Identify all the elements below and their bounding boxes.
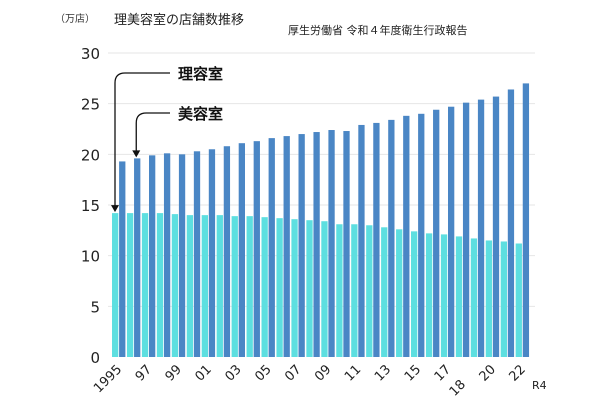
bar-barber-2000 [186, 215, 194, 357]
bar-beauty-2004 [253, 141, 260, 357]
x-tick-label: 13 [372, 362, 394, 384]
x-tick-label: 1995 [91, 362, 125, 396]
x-tick-label: 99 [163, 362, 185, 384]
y-tick-label: 25 [81, 96, 100, 114]
bar-barber-2014 [396, 229, 403, 357]
x-tick-label: 05 [252, 362, 274, 384]
bar-barber-2017 [440, 234, 448, 357]
bar-barber-2015 [411, 231, 418, 357]
bar-barber-2009 [321, 221, 328, 357]
bar-barber-2006 [276, 218, 283, 357]
bar-barber-2003 [231, 216, 238, 357]
bar-beauty-2003 [238, 143, 245, 357]
bar-barber-1998 [156, 213, 164, 357]
bar-barber-2013 [381, 227, 388, 357]
bar-beauty-2007 [298, 134, 305, 357]
x-tick-label: 01 [193, 362, 215, 384]
y-tick-label: 20 [81, 146, 100, 164]
bar-beauty-2016 [433, 109, 440, 357]
bar-barber-1996 [126, 213, 134, 357]
bar-beauty-2010 [343, 131, 350, 357]
bar-beauty-1997 [149, 155, 156, 357]
x-tick-label: 20 [477, 362, 499, 384]
x-tick-label: 03 [222, 362, 244, 384]
bar-barber-2011 [351, 224, 358, 357]
y-tick-label: 5 [90, 298, 100, 316]
bar-beauty-1998 [163, 153, 171, 357]
bar-barber-2010 [336, 224, 343, 357]
bar-beauty-2014 [403, 115, 410, 358]
x-tick-label: 09 [312, 362, 334, 384]
bar-beauty-2001 [208, 149, 216, 357]
bar-beauty-2000 [193, 151, 201, 357]
bar-barber-2007 [291, 219, 298, 357]
bar-barber-2019 [470, 238, 478, 357]
bar-barber-1997 [141, 213, 149, 357]
x-tick-label: 17 [432, 362, 454, 384]
x-tick-label: 11 [342, 362, 364, 384]
x-tick-label: 22 [506, 362, 528, 384]
bar-beauty-2002 [223, 146, 231, 357]
bar-beauty-2018 [462, 102, 470, 357]
beauty-arrow-head-icon [132, 150, 141, 158]
beauty-arrow-line [135, 112, 170, 153]
bar-barber-2016 [425, 233, 433, 357]
bar-beauty-2022 [522, 83, 530, 358]
y-tick-label: 15 [81, 197, 100, 215]
bar-beauty-1995 [119, 161, 126, 357]
unit-label: （万店） [55, 12, 95, 25]
bar-beauty-2015 [418, 113, 425, 357]
bar-beauty-2011 [358, 124, 365, 358]
bar-barber-1999 [171, 214, 179, 357]
bar-barber-2020 [485, 240, 493, 357]
bar-barber-1995 [112, 213, 119, 357]
bar-beauty-2020 [492, 96, 500, 357]
bar-beauty-1996 [134, 158, 141, 357]
legend-beauty: 美容室 [178, 105, 223, 123]
bar-barber-2021 [500, 241, 507, 357]
y-tick-label: 30 [81, 45, 100, 63]
bar-barber-2005 [261, 217, 268, 357]
bar-beauty-2008 [313, 132, 320, 357]
bar-barber-2008 [306, 220, 313, 357]
barber-arrow-line [114, 72, 170, 208]
x-tick-sublabel: R4 [532, 379, 547, 392]
bar-beauty-1999 [178, 154, 186, 357]
source-label: 厚生労働省 令和４年度衛生行政報告 [288, 23, 468, 37]
bar-beauty-2021 [507, 89, 515, 357]
x-tick-label: 18 [447, 377, 469, 399]
bar-beauty-2012 [373, 122, 380, 357]
chart-title: 理美容室の店舗数推移 [114, 12, 244, 28]
bar-barber-2001 [201, 215, 208, 357]
bar-beauty-2006 [283, 136, 290, 357]
bar-barber-2004 [246, 216, 253, 357]
x-tick-label: 15 [402, 362, 424, 384]
y-tick-label: 0 [90, 349, 100, 367]
bar-barber-2018 [455, 236, 463, 357]
bar-beauty-2019 [477, 99, 485, 357]
bar-beauty-2017 [448, 106, 455, 357]
bar-beauty-2009 [328, 130, 335, 357]
bar-barber-2012 [366, 225, 373, 357]
legend-barber: 理容室 [178, 65, 223, 83]
x-tick-label: 07 [282, 362, 304, 384]
bar-barber-2002 [216, 215, 223, 357]
y-tick-label: 10 [81, 248, 100, 266]
bar-beauty-2013 [388, 119, 395, 357]
bar-barber-2022 [515, 243, 522, 357]
bar-beauty-2005 [268, 138, 275, 357]
barber-arrow-head-icon [111, 205, 119, 213]
x-tick-label: 97 [133, 362, 155, 384]
